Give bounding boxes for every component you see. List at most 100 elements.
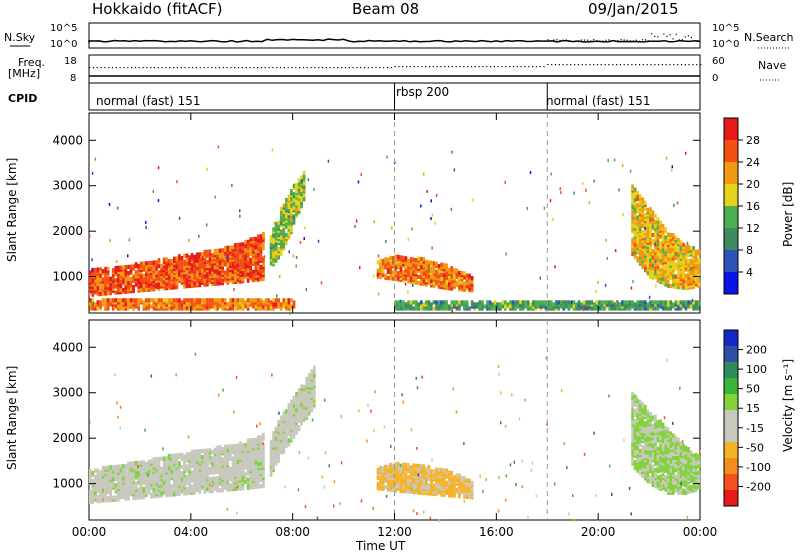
nave-dot xyxy=(134,67,136,69)
data-cell xyxy=(89,270,92,275)
data-cell xyxy=(598,300,601,305)
data-cell xyxy=(664,243,667,248)
data-cell xyxy=(249,257,252,262)
data-cell xyxy=(173,453,176,458)
data-cell xyxy=(442,263,446,268)
data-cell xyxy=(285,409,288,414)
data-cell xyxy=(129,481,133,486)
nsearch-dot xyxy=(687,35,689,37)
data-cell xyxy=(89,475,92,480)
data-cell xyxy=(409,263,413,268)
data-cell xyxy=(379,264,382,269)
data-cell xyxy=(631,239,634,244)
data-cell xyxy=(254,437,258,442)
scatter-point xyxy=(304,226,306,230)
data-cell xyxy=(279,235,283,240)
nave-dot xyxy=(299,67,301,69)
data-cell xyxy=(694,300,698,305)
nave-dot xyxy=(237,67,240,69)
data-cell xyxy=(190,298,194,303)
data-cell xyxy=(188,259,191,264)
nsearch-dot xyxy=(559,39,561,42)
data-cell xyxy=(269,468,273,473)
data-cell xyxy=(152,457,156,462)
data-cell xyxy=(295,183,298,188)
data-cell xyxy=(458,473,461,478)
scatter-point xyxy=(99,270,102,274)
data-cell xyxy=(697,249,701,254)
data-cell xyxy=(397,300,400,305)
data-cell xyxy=(254,249,258,254)
data-cell xyxy=(213,476,217,481)
data-cell xyxy=(654,244,657,249)
data-cell xyxy=(386,473,390,478)
scatter-point xyxy=(92,301,95,305)
data-cell xyxy=(684,300,688,305)
data-cell xyxy=(651,249,655,254)
data-cell xyxy=(150,260,153,265)
data-cell xyxy=(221,447,224,452)
data-cell xyxy=(185,278,189,283)
nave-dot xyxy=(276,67,278,69)
data-cell xyxy=(150,459,153,464)
data-cell xyxy=(285,241,288,246)
data-cell xyxy=(175,475,179,480)
data-cell xyxy=(234,306,237,311)
data-cell xyxy=(593,302,596,307)
data-cell xyxy=(272,431,275,436)
nave-dot xyxy=(104,67,106,69)
data-cell xyxy=(427,464,431,469)
scatter-point xyxy=(597,280,599,284)
data-cell xyxy=(124,486,128,491)
data-cell xyxy=(185,487,189,492)
data-cell xyxy=(379,466,382,471)
scatter-point xyxy=(214,195,216,199)
data-cell xyxy=(430,260,433,265)
data-cell xyxy=(124,302,128,307)
data-cell xyxy=(552,302,555,307)
data-cell xyxy=(402,462,405,467)
data-cell xyxy=(180,471,184,476)
nave-dot xyxy=(451,66,453,68)
scatter-point xyxy=(279,275,281,278)
data-cell xyxy=(623,300,627,305)
nave-dot xyxy=(696,64,698,66)
nsearch-dot xyxy=(663,33,665,35)
data-cell xyxy=(239,441,242,446)
data-cell xyxy=(101,269,105,274)
data-cell xyxy=(694,304,698,309)
nsearch-dot xyxy=(593,39,595,41)
data-cell xyxy=(404,302,408,307)
data-cell xyxy=(185,282,189,287)
data-cell xyxy=(239,465,242,471)
scatter-point xyxy=(355,219,358,223)
data-cell xyxy=(114,290,118,295)
data-cell xyxy=(427,300,431,305)
scatter-point xyxy=(233,288,235,292)
nave-dot xyxy=(138,67,140,69)
data-cell xyxy=(498,302,502,307)
data-cell xyxy=(287,233,291,238)
data-cell xyxy=(229,444,232,449)
scatter-point xyxy=(385,240,387,244)
nave-dot xyxy=(581,64,583,66)
scatter-point xyxy=(570,300,573,304)
data-cell xyxy=(588,300,591,305)
data-cell xyxy=(417,486,420,491)
data-cell xyxy=(109,485,112,490)
data-cell xyxy=(638,237,642,242)
data-cell xyxy=(605,300,609,305)
data-cell xyxy=(641,300,644,305)
nave-dot xyxy=(222,67,224,69)
nave-dot xyxy=(658,64,660,66)
data-cell xyxy=(213,273,217,278)
nsearch-dot xyxy=(632,40,634,42)
data-cell xyxy=(302,181,306,186)
data-cell xyxy=(432,261,436,266)
data-cell xyxy=(674,245,678,250)
data-cell xyxy=(641,223,644,229)
data-cell xyxy=(679,300,683,305)
scatter-point xyxy=(271,148,274,152)
data-cell xyxy=(254,245,258,250)
data-cell xyxy=(173,475,176,481)
